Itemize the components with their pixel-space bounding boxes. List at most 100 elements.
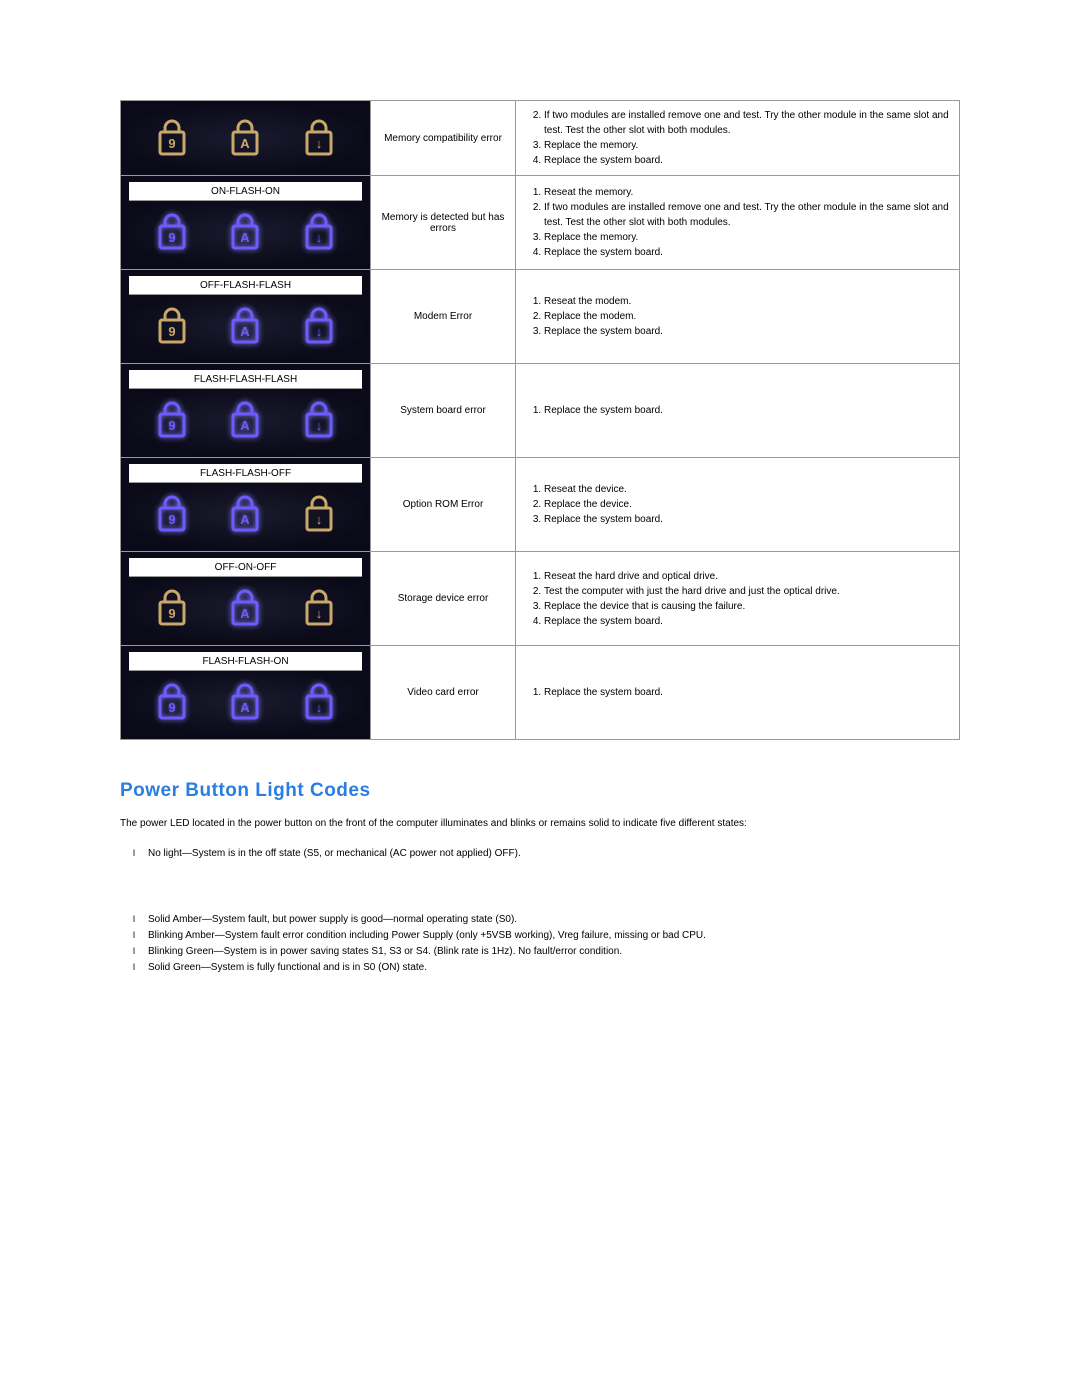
steps-list: Reseat the hard drive and optical drive.… (524, 569, 951, 629)
step-item: If two modules are installed remove one … (544, 200, 951, 230)
error-name-cell: Memory compatibility error (371, 101, 516, 176)
page-container: 9 A ↓ Memory compatibility error If two m… (0, 0, 1080, 1032)
capslock-icon: A (227, 492, 263, 536)
led-icon-strip: 9 A ↓ (129, 671, 362, 733)
led-icon-strip: 9 A ↓ (129, 483, 362, 545)
power-code-item: Solid Green—System is fully functional a… (148, 960, 960, 976)
scrolllock-icon: ↓ (301, 304, 337, 348)
table-row: FLASH-FLASH-FLASH 9 A ↓ System board err… (121, 364, 960, 458)
capslock-icon: A (227, 210, 263, 254)
scrolllock-icon: ↓ (301, 680, 337, 724)
led-pattern-cell: ON-FLASH-ON 9 A ↓ (121, 176, 371, 270)
power-code-item: Blinking Green—System is in power saving… (148, 944, 960, 960)
svg-text:A: A (241, 512, 251, 527)
table-row: 9 A ↓ Memory compatibility error If two m… (121, 101, 960, 176)
svg-text:↓: ↓ (316, 512, 323, 527)
step-item: Replace the device. (544, 497, 951, 512)
svg-text:9: 9 (168, 700, 175, 715)
steps-cell: Replace the system board. (516, 364, 960, 458)
step-item: Replace the memory. (544, 230, 951, 245)
led-pattern-cell: FLASH-FLASH-FLASH 9 A ↓ (121, 364, 371, 458)
steps-list: If two modules are installed remove one … (524, 108, 951, 168)
svg-text:↓: ↓ (316, 230, 323, 245)
table-row: FLASH-FLASH-ON 9 A ↓ Video card error Rep… (121, 646, 960, 740)
pattern-label: FLASH-FLASH-FLASH (129, 370, 362, 389)
svg-text:↓: ↓ (316, 606, 323, 621)
steps-list: Replace the system board. (524, 403, 951, 418)
numlock-icon: 9 (154, 492, 190, 536)
step-item: Reseat the memory. (544, 185, 951, 200)
pattern-label: FLASH-FLASH-OFF (129, 464, 362, 483)
step-item: Reseat the hard drive and optical drive. (544, 569, 951, 584)
step-item: Replace the system board. (544, 153, 951, 168)
led-icon-strip: 9 A ↓ (129, 295, 362, 357)
led-icon-strip: 9 A ↓ (129, 201, 362, 263)
step-item: Replace the system board. (544, 324, 951, 339)
error-name-cell: Modem Error (371, 270, 516, 364)
step-item: Replace the system board. (544, 403, 951, 418)
steps-list: Reseat the memory.If two modules are ins… (524, 185, 951, 260)
numlock-icon: 9 (154, 304, 190, 348)
spacer (120, 878, 960, 912)
capslock-icon: A (227, 304, 263, 348)
steps-cell: If two modules are installed remove one … (516, 101, 960, 176)
svg-text:A: A (241, 606, 251, 621)
power-code-item: Solid Amber—System fault, but power supp… (148, 912, 960, 928)
svg-text:9: 9 (168, 230, 175, 245)
steps-cell: Reseat the device.Replace the device.Rep… (516, 458, 960, 552)
step-item: Test the computer with just the hard dri… (544, 584, 951, 599)
svg-text:↓: ↓ (316, 700, 323, 715)
svg-text:A: A (241, 700, 251, 715)
numlock-icon: 9 (154, 680, 190, 724)
error-name-cell: Memory is detected but has errors (371, 176, 516, 270)
svg-text:A: A (241, 136, 251, 151)
numlock-icon: 9 (154, 210, 190, 254)
svg-text:A: A (241, 324, 251, 339)
error-name-cell: Option ROM Error (371, 458, 516, 552)
steps-cell: Reseat the memory.If two modules are ins… (516, 176, 960, 270)
led-pattern-cell: FLASH-FLASH-ON 9 A ↓ (121, 646, 371, 740)
steps-cell: Reseat the modem.Replace the modem.Repla… (516, 270, 960, 364)
svg-text:↓: ↓ (316, 136, 323, 151)
svg-text:A: A (241, 418, 251, 433)
pattern-label: ON-FLASH-ON (129, 182, 362, 201)
power-code-item: No light—System is in the off state (S5,… (148, 846, 960, 862)
scrolllock-icon: ↓ (301, 398, 337, 442)
step-item: If two modules are installed remove one … (544, 108, 951, 138)
led-pattern-cell: FLASH-FLASH-OFF 9 A ↓ (121, 458, 371, 552)
svg-text:↓: ↓ (316, 418, 323, 433)
svg-text:9: 9 (168, 324, 175, 339)
step-item: Replace the system board. (544, 245, 951, 260)
scrolllock-icon: ↓ (301, 586, 337, 630)
error-name-cell: Video card error (371, 646, 516, 740)
error-name-cell: Storage device error (371, 552, 516, 646)
svg-text:A: A (241, 230, 251, 245)
power-codes-list-2: Solid Amber—System fault, but power supp… (120, 912, 960, 976)
led-pattern-cell: OFF-ON-OFF 9 A ↓ (121, 552, 371, 646)
table-row: FLASH-FLASH-OFF 9 A ↓ Option ROM ErrorRe… (121, 458, 960, 552)
table-row: OFF-ON-OFF 9 A ↓ Storage device errorRes… (121, 552, 960, 646)
scrolllock-icon: ↓ (301, 210, 337, 254)
capslock-icon: A (227, 116, 263, 160)
step-item: Replace the system board. (544, 685, 951, 700)
steps-list: Replace the system board. (524, 685, 951, 700)
steps-cell: Replace the system board. (516, 646, 960, 740)
led-pattern-cell: OFF-FLASH-FLASH 9 A ↓ (121, 270, 371, 364)
pattern-label: OFF-FLASH-FLASH (129, 276, 362, 295)
capslock-icon: A (227, 398, 263, 442)
led-pattern-cell: 9 A ↓ (121, 101, 371, 176)
power-codes-list-1: No light—System is in the off state (S5,… (120, 846, 960, 862)
table-row: ON-FLASH-ON 9 A ↓ Memory is detected but… (121, 176, 960, 270)
scrolllock-icon: ↓ (301, 492, 337, 536)
error-name-cell: System board error (371, 364, 516, 458)
capslock-icon: A (227, 586, 263, 630)
svg-text:↓: ↓ (316, 324, 323, 339)
step-item: Replace the memory. (544, 138, 951, 153)
step-item: Replace the system board. (544, 512, 951, 527)
steps-cell: Reseat the hard drive and optical drive.… (516, 552, 960, 646)
step-item: Replace the system board. (544, 614, 951, 629)
step-item: Reseat the modem. (544, 294, 951, 309)
power-button-heading: Power Button Light Codes (120, 780, 960, 802)
svg-text:9: 9 (168, 136, 175, 151)
scrolllock-icon: ↓ (301, 116, 337, 160)
